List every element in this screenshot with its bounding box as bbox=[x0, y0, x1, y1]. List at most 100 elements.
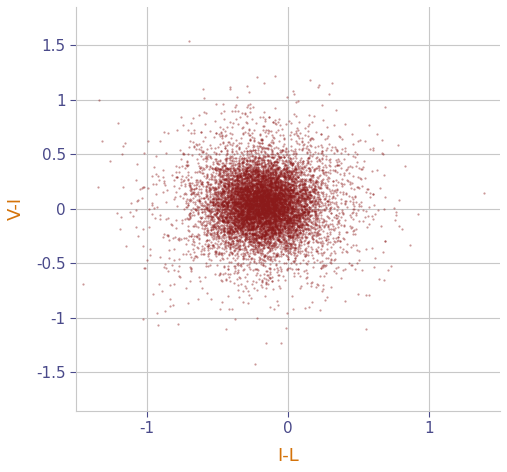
Point bbox=[207, 208, 215, 215]
Point bbox=[233, 197, 241, 205]
Point bbox=[301, 186, 309, 194]
Point bbox=[244, 263, 252, 270]
Point bbox=[265, 182, 273, 190]
Point bbox=[231, 220, 239, 228]
Point bbox=[238, 211, 246, 218]
Point bbox=[286, 176, 295, 183]
Point bbox=[293, 165, 301, 172]
Point bbox=[243, 278, 251, 285]
Point bbox=[287, 168, 296, 176]
Point bbox=[257, 222, 265, 229]
Point bbox=[302, 177, 310, 185]
Point bbox=[246, 225, 255, 233]
Point bbox=[298, 220, 306, 228]
Point bbox=[266, 234, 274, 242]
Point bbox=[232, 157, 240, 164]
Point bbox=[209, 235, 217, 243]
Point bbox=[257, 180, 265, 187]
Point bbox=[194, 209, 202, 216]
Point bbox=[261, 204, 269, 211]
Point bbox=[284, 201, 293, 208]
Point bbox=[317, 189, 325, 197]
Point bbox=[294, 222, 302, 230]
Point bbox=[230, 180, 238, 188]
Point bbox=[198, 284, 206, 291]
Point bbox=[236, 178, 244, 186]
Point bbox=[160, 179, 168, 186]
Point bbox=[257, 233, 265, 241]
Point bbox=[287, 196, 295, 203]
Point bbox=[253, 202, 261, 209]
Point bbox=[254, 163, 262, 171]
Point bbox=[271, 205, 279, 212]
Point bbox=[363, 223, 371, 231]
Point bbox=[244, 184, 252, 191]
Point bbox=[257, 187, 265, 195]
Point bbox=[279, 190, 287, 197]
Point bbox=[280, 204, 288, 212]
Point bbox=[354, 137, 362, 145]
Point bbox=[164, 129, 172, 136]
Point bbox=[279, 186, 287, 194]
Point bbox=[294, 208, 302, 216]
Point bbox=[259, 189, 267, 196]
Point bbox=[236, 192, 244, 200]
Point bbox=[270, 239, 278, 247]
Point bbox=[266, 181, 274, 189]
Point bbox=[256, 196, 264, 204]
Point bbox=[264, 168, 272, 175]
Point bbox=[217, 228, 225, 236]
Point bbox=[257, 204, 265, 212]
Point bbox=[216, 182, 225, 189]
Point bbox=[303, 239, 311, 246]
Point bbox=[201, 208, 209, 216]
Point bbox=[299, 194, 307, 202]
Point bbox=[276, 248, 284, 256]
Point bbox=[245, 157, 254, 164]
Point bbox=[269, 171, 277, 179]
Point bbox=[269, 118, 277, 126]
Point bbox=[311, 207, 319, 214]
Point bbox=[271, 202, 279, 209]
Point bbox=[250, 167, 259, 175]
Point bbox=[221, 213, 229, 220]
Point bbox=[288, 203, 296, 211]
Point bbox=[267, 199, 275, 206]
Point bbox=[232, 218, 240, 226]
Point bbox=[274, 181, 282, 188]
Point bbox=[277, 153, 285, 161]
Point bbox=[235, 236, 243, 243]
Point bbox=[264, 203, 272, 211]
Point bbox=[262, 211, 270, 219]
Point bbox=[244, 153, 252, 160]
Point bbox=[281, 176, 289, 183]
Point bbox=[266, 194, 274, 202]
Point bbox=[243, 211, 251, 219]
Point bbox=[168, 221, 176, 229]
Point bbox=[236, 195, 244, 202]
Point bbox=[286, 168, 295, 175]
Point bbox=[242, 174, 250, 181]
Point bbox=[259, 157, 267, 164]
Point bbox=[240, 199, 248, 206]
Point bbox=[251, 194, 259, 202]
Point bbox=[373, 130, 381, 138]
Point bbox=[334, 191, 342, 199]
Point bbox=[277, 195, 285, 203]
Point bbox=[160, 181, 168, 189]
Point bbox=[267, 176, 275, 183]
Point bbox=[292, 197, 300, 204]
Point bbox=[263, 222, 271, 230]
Point bbox=[314, 190, 322, 198]
Point bbox=[235, 245, 243, 253]
Point bbox=[282, 205, 291, 213]
Point bbox=[272, 223, 280, 230]
Point bbox=[291, 256, 299, 264]
Point bbox=[235, 235, 243, 243]
Point bbox=[279, 171, 287, 179]
Point bbox=[274, 201, 282, 209]
Point bbox=[181, 215, 189, 222]
Point bbox=[226, 210, 234, 218]
Point bbox=[284, 235, 293, 243]
Point bbox=[206, 212, 214, 219]
